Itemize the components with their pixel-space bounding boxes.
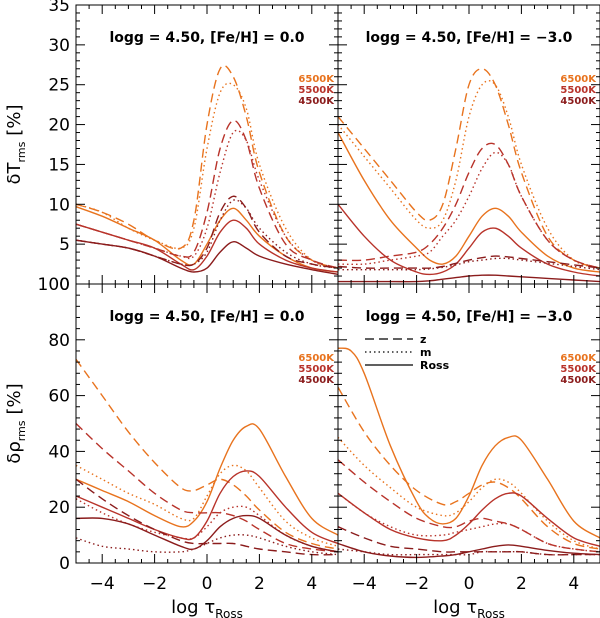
legend-temp-4500k: 4500K xyxy=(298,375,335,386)
y-axis-label-unit: [%] xyxy=(4,105,25,136)
legend-label-m: m xyxy=(420,346,431,359)
legend-temp-5500k: 5500K xyxy=(298,85,335,96)
y-tick-label: 100 xyxy=(38,275,70,295)
y-tick-label: 30 xyxy=(48,36,70,56)
legend-temp-6500k: 6500K xyxy=(560,353,597,364)
x-tick-label: −4 xyxy=(352,574,377,594)
legend-temp-5500k: 5500K xyxy=(560,85,597,96)
x-axis-label-main: log τ xyxy=(433,597,477,618)
legend-temp-5500k: 5500K xyxy=(298,364,335,375)
x-axis-label-sub: Ross xyxy=(477,607,505,618)
panel-title: logg = 4.50, [Fe/H] = 0.0 xyxy=(109,309,304,325)
legend-temp-6500k: 6500K xyxy=(298,353,335,364)
x-tick-label: 4 xyxy=(568,574,579,594)
y-tick-label: 10 xyxy=(48,195,70,215)
legend-temp-4500k: 4500K xyxy=(560,96,597,107)
x-tick-label: 2 xyxy=(254,574,265,594)
y-tick-label: 20 xyxy=(48,498,70,518)
y-tick-label: 20 xyxy=(48,116,70,136)
legend-label-ross: Ross xyxy=(420,359,450,372)
x-axis-label-main: log τ xyxy=(171,597,215,618)
x-tick-label: −2 xyxy=(142,574,167,594)
y-tick-label: 25 xyxy=(48,76,70,96)
y-tick-label: 40 xyxy=(48,442,70,462)
y-axis-label-main: δT xyxy=(4,161,25,184)
line-chart-figure: logg = 4.50, [Fe/H] = 0.06500K5500K4500K… xyxy=(0,0,600,618)
x-tick-label: −4 xyxy=(90,574,115,594)
y-tick-label: 35 xyxy=(48,0,70,16)
y-tick-label: 15 xyxy=(48,155,70,175)
y-tick-label: 5 xyxy=(59,235,70,255)
y-tick-label: 0 xyxy=(59,554,70,574)
legend-temp-6500k: 6500K xyxy=(298,74,335,85)
y-axis-label-main: δρ xyxy=(4,441,25,463)
x-tick-label: 0 xyxy=(464,574,475,594)
legend-temp-4500k: 4500K xyxy=(298,96,335,107)
y-tick-label: 60 xyxy=(48,387,70,407)
legend-temp-6500k: 6500K xyxy=(560,74,597,85)
y-axis-label-sub: rms xyxy=(15,141,28,162)
legend-label-z: z xyxy=(420,333,426,346)
x-tick-label: −2 xyxy=(404,574,429,594)
y-axis-label-sub: rms xyxy=(15,420,28,441)
x-tick-label: 4 xyxy=(306,574,317,594)
x-tick-label: 0 xyxy=(202,574,213,594)
panel-title: logg = 4.50, [Fe/H] = −3.0 xyxy=(366,30,573,46)
panel-title: logg = 4.50, [Fe/H] = −3.0 xyxy=(366,309,573,325)
legend-temp-4500k: 4500K xyxy=(560,375,597,386)
x-tick-label: 2 xyxy=(516,574,527,594)
panel-title: logg = 4.50, [Fe/H] = 0.0 xyxy=(109,30,304,46)
y-axis-label-unit: [%] xyxy=(4,383,25,414)
y-tick-label: 80 xyxy=(48,331,70,351)
x-axis-label-sub: Ross xyxy=(215,607,243,618)
legend-temp-5500k: 5500K xyxy=(560,364,597,375)
